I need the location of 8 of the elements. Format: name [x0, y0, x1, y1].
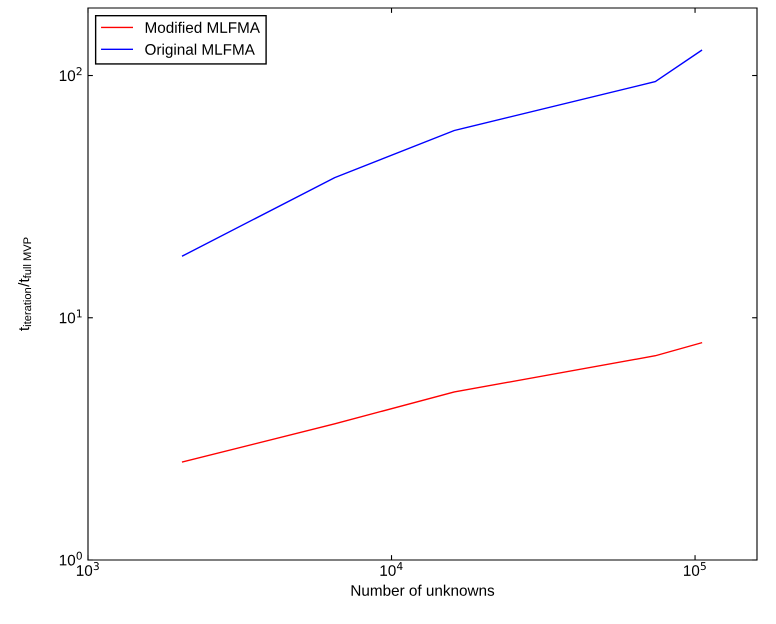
y-axis-title: titeration/tfull MVP — [18, 238, 32, 331]
x-axis-title: Number of unknowns — [352, 584, 494, 596]
x-tick-label: 10$^{4}$ — [380, 562, 403, 576]
y-tick-label: 10$^{1}$ — [60, 310, 82, 324]
y-tick-label: 10$^{2}$ — [60, 67, 82, 82]
legend-label: Original MLFMA — [145, 44, 255, 58]
legend-label: Modified MLFMA — [146, 22, 260, 33]
x-tick-label: 10$^{5}$ — [684, 562, 706, 576]
